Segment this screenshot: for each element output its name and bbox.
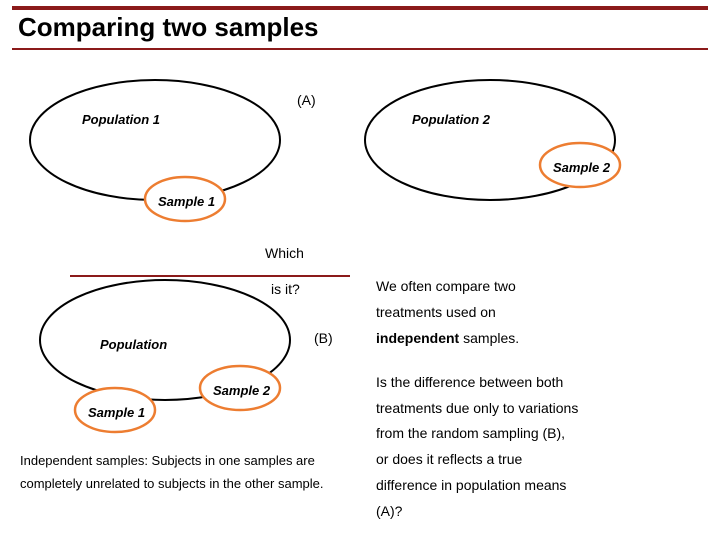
para-l9: (A)? [376,503,402,519]
scenario-b-tag: (B) [314,330,333,346]
footnote-text: Independent samples: Subjects in one sam… [20,450,324,496]
para-l2: treatments used on [376,304,496,320]
which-underline [70,275,350,277]
para-l1: We often compare two [376,278,516,294]
footnote-l2: completely unrelated to subjects in the … [20,473,324,496]
para-l4: Is the difference between both [376,374,563,390]
sample-1b-label: Sample 1 [88,405,145,420]
scenario-a-tag: (A) [297,92,316,108]
population-1-ellipse [155,140,156,141]
population-1-label: Population 1 [82,112,160,127]
title-bar [12,6,708,10]
sample-1a-label: Sample 1 [158,194,215,209]
population-b-label: Population [100,337,167,352]
para-l3-bold: independent [376,330,459,346]
para-l3b: samples. [459,330,519,346]
which-line1: Which [265,245,304,261]
sample-2a-label: Sample 2 [553,160,610,175]
sample-2b-label: Sample 2 [213,383,270,398]
para-l8: difference in population means [376,477,566,493]
which-line2: is it? [271,281,300,297]
para-l6: from the random sampling (B), [376,425,565,441]
para-l7: or does it reflects a true [376,451,522,467]
title-underline [12,48,708,50]
population-2-ellipse [490,140,491,141]
para-l5: treatments due only to variations [376,400,578,416]
population-2-label: Population 2 [412,112,490,127]
slide-title: Comparing two samples [18,12,319,43]
footnote-l1: Independent samples: Subjects in one sam… [20,450,324,473]
explanation-text: We often compare two treatments used on … [376,274,578,525]
